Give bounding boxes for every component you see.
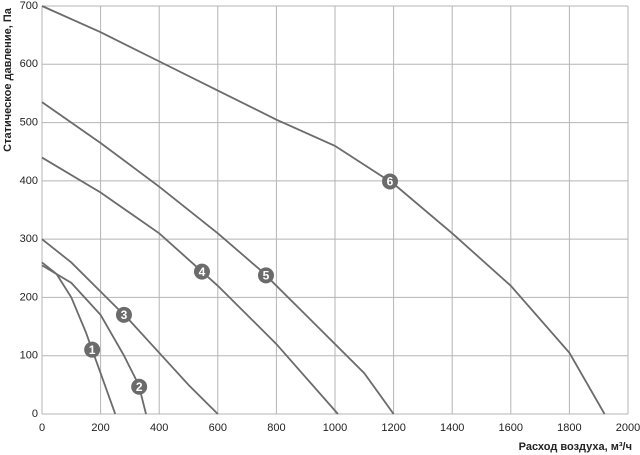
curve-label: 5 xyxy=(263,269,270,283)
x-tick-label: 2000 xyxy=(616,422,640,434)
y-tick-label: 300 xyxy=(20,233,38,245)
x-tick-label: 600 xyxy=(209,422,227,434)
curve-badge xyxy=(84,341,101,358)
curve xyxy=(41,5,606,415)
curve xyxy=(41,238,219,415)
x-tick-label: 1800 xyxy=(557,422,581,434)
y-tick-label: 500 xyxy=(20,116,38,128)
y-axis-label: Статическое давление, Па xyxy=(2,7,14,152)
y-tick-label: 600 xyxy=(20,58,38,70)
curve-badge xyxy=(131,378,148,395)
x-axis-label: Расход воздуха, м³/ч xyxy=(519,441,632,453)
y-tick-label: 700 xyxy=(20,0,38,12)
x-tick-label: 1200 xyxy=(381,422,405,434)
curve-badge xyxy=(257,267,274,284)
y-tick-label: 400 xyxy=(20,175,38,187)
y-tick-label: 200 xyxy=(20,291,38,303)
curve-badge xyxy=(115,306,132,323)
x-tick-label: 800 xyxy=(267,422,285,434)
x-tick-label: 1600 xyxy=(499,422,523,434)
x-tick-label: 0 xyxy=(39,422,45,434)
x-tick-label: 400 xyxy=(150,422,168,434)
curve-badge xyxy=(193,263,210,280)
x-tick-label: 200 xyxy=(91,422,109,434)
y-tick-label: 100 xyxy=(20,350,38,362)
curve-label: 3 xyxy=(121,308,128,322)
x-tick-label: 1400 xyxy=(440,422,464,434)
curve-label: 2 xyxy=(136,380,143,394)
curve-label: 4 xyxy=(199,265,206,279)
curve-label: 1 xyxy=(89,343,96,357)
curve xyxy=(41,261,117,415)
curve xyxy=(41,101,395,415)
x-tick-label: 1000 xyxy=(323,422,347,434)
y-tick-label: 0 xyxy=(32,408,38,420)
curve xyxy=(41,264,147,415)
curve-label: 6 xyxy=(387,175,394,189)
curve-badge xyxy=(382,173,399,190)
curve xyxy=(41,156,339,415)
